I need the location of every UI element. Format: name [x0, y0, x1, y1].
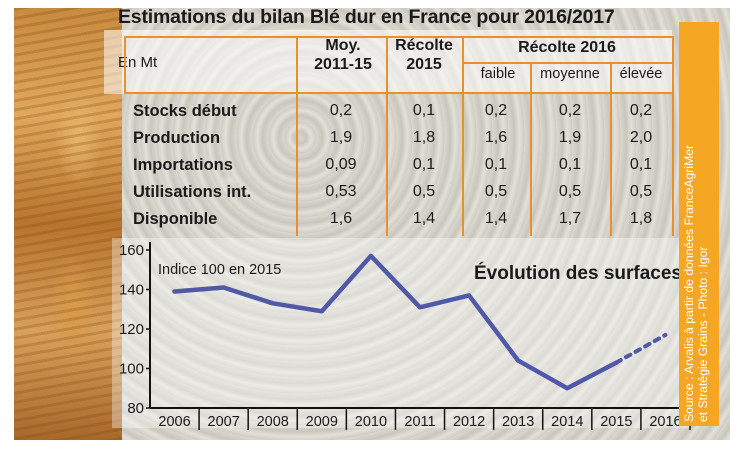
table-cell: 0,5: [558, 183, 582, 200]
table-cell: 1,8: [629, 210, 653, 227]
x-tick-label: 2015: [600, 414, 632, 430]
table-cell: 0,5: [629, 183, 653, 200]
y-tick-label: 120: [119, 321, 144, 338]
y-tick-label: 160: [119, 242, 144, 259]
series-line-forecast: [614, 332, 668, 365]
table-cell: 0,2: [558, 102, 582, 119]
x-tick-label: 2010: [355, 414, 387, 430]
table-cell: 2,0: [629, 129, 653, 146]
x-tick-label: 2006: [158, 414, 190, 430]
y-tick-label: 140: [119, 282, 144, 299]
column-header-moy: Moy. 2011-15: [296, 36, 390, 74]
table-line: [124, 36, 126, 94]
table-line: [610, 62, 612, 236]
table-cell: 1,9: [558, 129, 582, 146]
source-band: Source : Arvalis à partir de données Fra…: [679, 22, 719, 426]
sub-column-elevee: élevée: [619, 66, 663, 82]
infographic-title: Estimations du bilan Blé dur en France p…: [118, 6, 615, 28]
table-cell: 1,8: [412, 129, 436, 146]
table-line: [386, 36, 388, 236]
table-line: [530, 62, 532, 236]
x-tick-label: 2011: [404, 414, 435, 430]
table-cell: 0,2: [484, 102, 508, 119]
column-header-recolte-2015: Récolte 2015: [386, 36, 462, 74]
plot-background: [112, 238, 690, 428]
source-band-background: [679, 22, 719, 426]
series-line: [172, 253, 619, 391]
table-cell: 0,09: [325, 156, 357, 173]
source-line-1: Source : Arvalis à partir de données Fra…: [682, 145, 696, 422]
sub-column-moyenne: moyenne: [540, 66, 600, 82]
table-cell: 0,5: [484, 183, 508, 200]
table-cell: 1,6: [329, 210, 353, 227]
table-cell: 0,5: [412, 183, 436, 200]
table-line: [124, 36, 674, 38]
row-label: Importations: [133, 156, 233, 174]
x-tick-label: 2007: [208, 414, 240, 430]
column-header-recolte-2015-line2: 2015: [406, 56, 442, 73]
column-group-recolte-2016: Récolte 2016: [518, 39, 616, 56]
source-text: Source : Arvalis à partir de données Fra…: [682, 142, 710, 422]
table-cell: 0,1: [412, 102, 436, 119]
column-header-moy-line1: Moy.: [325, 37, 361, 54]
table-cell: 1,7: [558, 210, 582, 227]
table-cell: 0,1: [484, 156, 508, 173]
table-line: [462, 36, 464, 236]
row-label: Utilisations int.: [133, 183, 252, 201]
table-line: [672, 36, 674, 236]
table-cell: 0,2: [329, 102, 353, 119]
table-cell: 0,1: [412, 156, 436, 173]
x-tick-label: 2008: [257, 414, 289, 430]
table-cell: 0,1: [629, 156, 653, 173]
table-cell: 1,6: [484, 129, 508, 146]
x-tick-label: 2009: [306, 414, 338, 430]
table-cell: 1,9: [329, 129, 353, 146]
table-cell: 0,1: [558, 156, 582, 173]
row-label: Disponible: [133, 210, 218, 228]
table-line: [296, 36, 298, 236]
table-cell: 1,4: [484, 210, 508, 227]
column-header-recolte-2015-line1: Récolte: [395, 37, 453, 54]
table-cell: 0,53: [325, 183, 357, 200]
y-tick-label: 100: [119, 361, 144, 378]
column-header-moy-line2: 2011-15: [314, 56, 372, 73]
x-tick-label: 2012: [453, 414, 485, 430]
sub-column-faible: faible: [480, 66, 516, 82]
chart-annotation: Indice 100 en 2015: [158, 262, 281, 278]
source-line-2: et Stratégie Grains - Photo : Igor: [696, 247, 710, 422]
x-tick-label: 2014: [551, 414, 583, 430]
x-tick-label: 2013: [502, 414, 534, 430]
y-tick-label: 80: [127, 400, 144, 417]
table-line: [124, 92, 674, 94]
row-label: Production: [133, 129, 221, 147]
table-cell: 0,2: [629, 102, 653, 119]
chart-title: Évolution des surfaces: [474, 262, 682, 284]
row-label: Stocks début: [133, 102, 237, 120]
table-line: [464, 62, 674, 64]
x-tick-label: 2016: [649, 414, 681, 430]
unit-label: En Mt: [118, 54, 158, 71]
table-cell: 1,4: [412, 210, 436, 227]
